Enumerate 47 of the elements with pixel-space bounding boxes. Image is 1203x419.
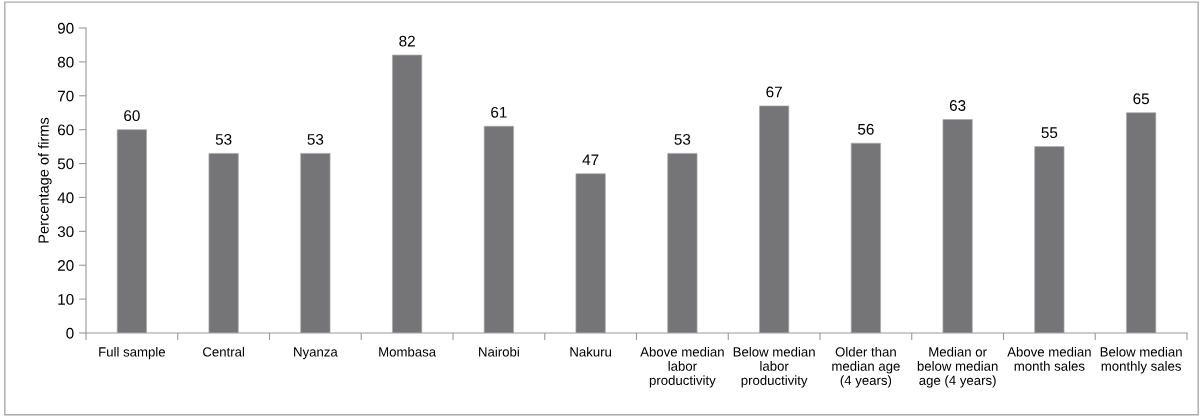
y-tick-label: 10 bbox=[58, 293, 74, 305]
data-label: 53 bbox=[215, 134, 232, 145]
y-tick-label: 40 bbox=[57, 192, 74, 204]
y-tick-label: 0 bbox=[66, 327, 74, 339]
data-label: 82 bbox=[399, 35, 415, 47]
x-tick-label: Median or below median age (4 years) bbox=[917, 346, 998, 388]
data-label: 53 bbox=[307, 134, 324, 145]
bar bbox=[483, 125, 514, 333]
data-label: 67 bbox=[766, 86, 782, 98]
y-tick-label: 80 bbox=[57, 56, 74, 68]
x-tick-label: Below median labor productivity bbox=[733, 346, 815, 388]
x-tick-label: Central bbox=[203, 346, 245, 357]
data-label: 55 bbox=[1041, 127, 1058, 139]
bar bbox=[1034, 146, 1065, 333]
x-tick-label: Below median monthly sales bbox=[1100, 346, 1182, 374]
data-label: 61 bbox=[491, 106, 507, 118]
y-tick-label: 90 bbox=[57, 22, 74, 34]
data-label: 60 bbox=[124, 110, 140, 122]
data-label: 63 bbox=[949, 100, 966, 111]
x-tick-label: Above median month sales bbox=[1007, 346, 1091, 371]
bar bbox=[759, 105, 790, 333]
bar bbox=[392, 54, 423, 333]
bar bbox=[575, 173, 606, 333]
x-tick-label: Above median labor productivity bbox=[640, 346, 724, 388]
x-tick-label: Mombasa bbox=[379, 346, 437, 357]
bar bbox=[208, 153, 239, 333]
data-label: 65 bbox=[1133, 93, 1149, 105]
y-tick-label: 20 bbox=[57, 260, 74, 271]
y-axis-title: Percentage of firms bbox=[38, 117, 52, 243]
bar bbox=[1126, 112, 1157, 333]
y-tick-label: 70 bbox=[57, 90, 74, 102]
bar bbox=[942, 119, 973, 333]
y-tick-label: 60 bbox=[57, 124, 74, 136]
data-label: 47 bbox=[582, 154, 599, 165]
x-tick-label: Older than median age (4 years) bbox=[832, 346, 900, 388]
bar bbox=[116, 129, 147, 333]
bar bbox=[667, 153, 698, 333]
data-label: 53 bbox=[674, 134, 691, 145]
x-tick-label: Nairobi bbox=[479, 346, 519, 357]
y-tick-label: 30 bbox=[57, 226, 74, 238]
data-label: 56 bbox=[857, 123, 874, 135]
x-tick-label: Nakuru bbox=[570, 346, 612, 357]
bar bbox=[850, 142, 881, 333]
x-tick-label: Nyanza bbox=[294, 347, 338, 360]
bar bbox=[300, 153, 331, 333]
y-tick-label: 50 bbox=[57, 158, 74, 170]
x-tick-label: Full sample bbox=[99, 346, 166, 360]
